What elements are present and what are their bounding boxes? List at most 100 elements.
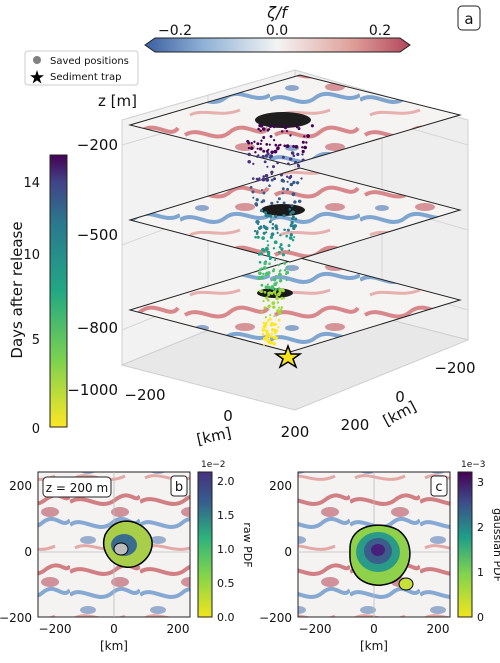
trajectory-point (279, 269, 282, 272)
trajectory-points (246, 123, 314, 346)
trajectory-point (260, 188, 263, 192)
trajectory-point (258, 260, 262, 264)
gaussian-pdf-exponent: 1e−3 (461, 460, 486, 470)
trajectory-point (274, 275, 277, 278)
trajectory-point (292, 145, 295, 148)
trajectory-point (293, 236, 296, 239)
trajectory-point (264, 272, 269, 277)
trajectory-point (280, 247, 284, 251)
trajectory-point (301, 158, 305, 162)
trajectory-point (280, 130, 284, 133)
trajectory-point (268, 156, 272, 159)
trajectory-point (260, 275, 265, 279)
trajectory-point (264, 338, 268, 341)
trajectory-point (250, 146, 254, 150)
trajectory-point (263, 306, 267, 310)
trajectory-point (267, 293, 270, 297)
trajectory-point (263, 261, 267, 266)
trajectory-point (303, 135, 306, 138)
trajectory-point (273, 139, 276, 142)
z-tick: −800 (77, 319, 118, 337)
zeta-tick: 0.2 (369, 23, 391, 39)
c-y-tick: −200 (259, 611, 292, 625)
trajectory-point (287, 162, 290, 165)
x-tick: 0 (223, 407, 233, 425)
zeta-colorbar: ζ/f −0.2 0.0 0.2 (144, 3, 411, 53)
days-colorbar: 14 10 5 0 Days after release (8, 154, 68, 437)
z-axis-label: z [m] (98, 92, 137, 110)
trajectory-point (253, 229, 257, 233)
trajectory-point (277, 326, 280, 329)
trajectory-point (274, 259, 277, 262)
trajectory-point (264, 316, 268, 319)
trajectory-point (280, 296, 284, 300)
days-tick: 5 (32, 333, 40, 348)
gaussian-pdf-colorbar (457, 471, 473, 618)
trajectory-point (259, 225, 263, 229)
trajectory-point (262, 272, 265, 276)
legend-label: Saved positions (50, 56, 129, 67)
trajectory-point (283, 125, 288, 130)
days-tick: 0 (32, 422, 40, 437)
trajectory-point (267, 319, 270, 322)
trajectory-point (267, 244, 270, 247)
trajectory-point (274, 293, 277, 296)
trajectory-point (277, 293, 281, 297)
c-y-tick: 200 (269, 479, 292, 493)
trajectory-point (283, 144, 287, 148)
trajectory-point (270, 150, 274, 155)
trajectory-point (260, 267, 264, 270)
x-tick: −200 (124, 386, 165, 404)
trajectory-point (278, 245, 282, 249)
trajectory-point (256, 155, 259, 158)
trajectory-point (282, 201, 286, 205)
x-axis-label: [km] (195, 424, 233, 449)
trajectory-point (269, 323, 274, 327)
trajectory-point (261, 328, 266, 332)
z-tick: −500 (77, 226, 118, 244)
trajectory-point (271, 327, 275, 332)
trajectory-point (288, 236, 293, 240)
b-x-tick: 200 (167, 622, 190, 636)
trajectory-point (260, 290, 264, 293)
trajectory-point (255, 198, 259, 202)
trajectory-point (280, 306, 284, 309)
trajectory-point (274, 336, 277, 340)
trajectory-point (274, 224, 278, 228)
trajectory-point (289, 233, 293, 237)
trajectory-point (267, 304, 271, 308)
trajectory-point (270, 291, 274, 295)
trajectory-point (273, 149, 278, 154)
trajectory-point (289, 182, 294, 187)
panel-label-c: c (430, 475, 448, 497)
trajectory-point (260, 310, 263, 313)
trajectory-point (269, 134, 273, 138)
eddy-core-b (113, 542, 129, 556)
trajectory-point (272, 342, 276, 346)
trajectory-point (277, 318, 281, 322)
trajectory-point (262, 231, 266, 235)
trajectory-point (303, 145, 307, 150)
trajectory-point (274, 328, 278, 333)
trajectory-point (286, 180, 289, 183)
trajectory-point (255, 220, 260, 224)
trajectory-point (310, 124, 314, 128)
trajectory-point (277, 263, 280, 267)
svg-text:z = 200 m: z = 200 m (46, 481, 108, 495)
trajectory-point (263, 343, 266, 346)
trajectory-point (277, 144, 280, 147)
trajectory-point (286, 187, 290, 191)
trajectory-point (268, 184, 271, 187)
trajectory-point (285, 272, 288, 276)
particle-cloud-200 (255, 112, 311, 128)
days-tick: 14 (23, 176, 40, 191)
trajectory-point (291, 192, 296, 197)
trajectory-point (265, 214, 270, 218)
trajectory-point (278, 311, 282, 315)
trajectory-point (306, 134, 310, 138)
trajectory-point (271, 269, 275, 273)
trajectory-point (290, 204, 294, 208)
trajectory-point (291, 217, 295, 221)
trajectory-point (269, 314, 272, 317)
trajectory-point (262, 299, 265, 303)
